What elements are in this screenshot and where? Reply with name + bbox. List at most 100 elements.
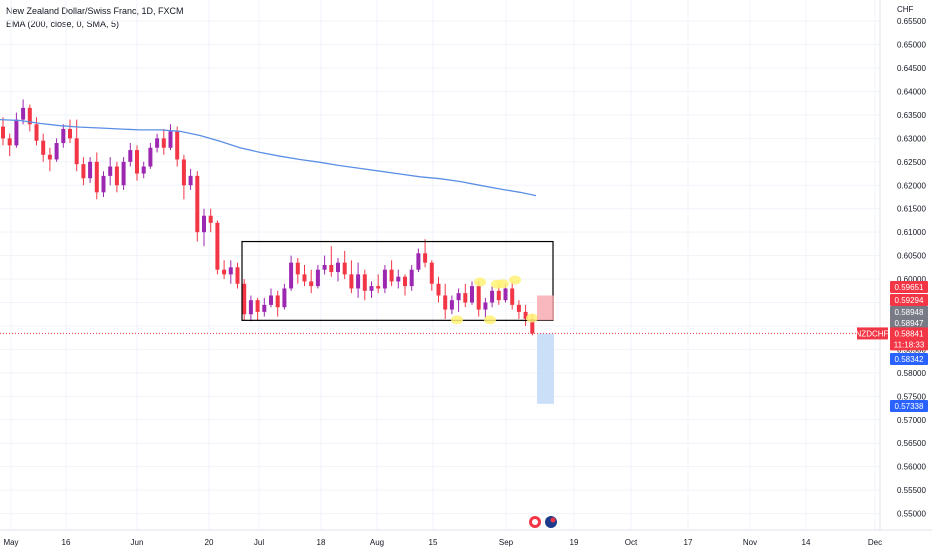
candle-body [416,253,421,270]
candle-body [409,269,414,287]
candle-body [456,293,461,301]
target-top-price-tag-bg [890,353,928,365]
candle-body [94,161,99,193]
y-tick-label: 0.64000 [897,87,926,96]
candle-body [342,262,347,275]
y-tick-label: 0.63500 [897,111,926,120]
candle-body [289,262,294,289]
touch-point-highlight [509,275,521,285]
x-tick-label: 14 [802,538,811,547]
y-tick-label: 0.60500 [897,252,926,261]
candle-body [403,276,407,287]
x-tick-label: Nov [743,538,757,547]
level-price-tag-bg [890,317,928,329]
stop-loss-zone [537,295,554,321]
candle-body [81,164,86,179]
candle-body [68,128,72,139]
touch-point-highlight [484,315,496,325]
target-bottom-price-tag-bg [890,400,928,412]
candle-body [322,265,327,270]
candle-body [188,175,193,186]
current-price-tag-bg [890,327,928,351]
candle-body [101,175,106,193]
candle-body [222,269,227,275]
candle-body [215,222,220,270]
candle-body [510,288,515,305]
candle-body [141,166,146,174]
y-tick-label: 0.56000 [897,463,926,472]
y-tick-label: 0.55000 [897,510,926,519]
stop-bottom-price-tag: 0.59294 [895,296,924,305]
event-flag-icon[interactable] [545,516,557,528]
x-tick-label: Oct [625,538,638,547]
candle-body [255,300,260,312]
candle-body [530,318,535,334]
y-tick-label: 0.63000 [897,134,926,143]
candle-body [282,288,287,308]
x-tick-label: 16 [62,538,71,547]
range-box [241,240,554,321]
candle-body [175,131,180,160]
candle-body [54,143,59,160]
candle-body [516,304,521,312]
candle-body [27,107,32,125]
y-tick-label: 0.61500 [897,205,926,214]
candle-body [463,293,468,303]
candle-body [356,274,361,289]
x-tick-label: Jul [254,538,264,547]
candle-body [476,286,481,310]
candle-body [496,290,501,301]
ema-line [0,118,537,197]
candle-body [228,267,233,275]
candle-body [389,269,394,282]
candle-body [34,124,39,141]
take-profit-zone [537,333,554,404]
event-flag-icon-inner [532,519,538,525]
stop-top-price-tag: 0.59651 [895,283,924,292]
candle-body [436,283,441,296]
symbol-tag[interactable] [857,327,888,340]
candle-body [41,140,46,155]
y-tick-label: 0.60000 [897,275,926,284]
x-tick-label: 19 [570,538,579,547]
x-tick-label: 20 [205,538,214,547]
x-tick-label: Dec [868,538,882,547]
candle-body [21,107,26,120]
candle-body [362,274,367,291]
x-tick-label: Jun [131,538,144,547]
candle-body [74,138,79,165]
candle-body [423,253,428,263]
event-flag-icon-inner [550,517,556,523]
candle-body [349,274,354,289]
candle-body [262,304,267,312]
candle-body [108,166,113,176]
x-tick-label: 15 [429,538,438,547]
stop-bottom-price-tag-bg [890,294,928,306]
candle-body [490,290,495,303]
stop-top-price-tag-bg [890,281,928,293]
candle-body [7,138,12,146]
level-price-tag-bg [890,306,928,318]
y-tick-label: 0.55500 [897,486,926,495]
candle-body [161,138,166,148]
x-tick-label: Aug [370,538,384,547]
candle-body [1,126,5,139]
candle-body [443,295,448,310]
target-top-price-tag: 0.58342 [895,355,924,364]
candle-body [195,175,200,233]
candle-body [295,262,300,275]
x-tick-label: 18 [317,538,326,547]
indicator-label[interactable]: EMA (200, close, 0, SMA, 5) [6,19,120,29]
symbol-title: New Zealand Dollar/Swiss Franc, 1D, FXCM [6,6,184,16]
y-tick-label: 0.64500 [897,64,926,73]
candle-body [235,267,240,284]
candle-body [61,128,66,144]
candle-body [181,159,186,186]
candle-body [14,119,19,146]
candle-body [329,265,334,273]
currency-label: CHF [897,5,914,14]
level-price-tag: 0.58948 [895,308,924,317]
candle-body [47,154,52,160]
